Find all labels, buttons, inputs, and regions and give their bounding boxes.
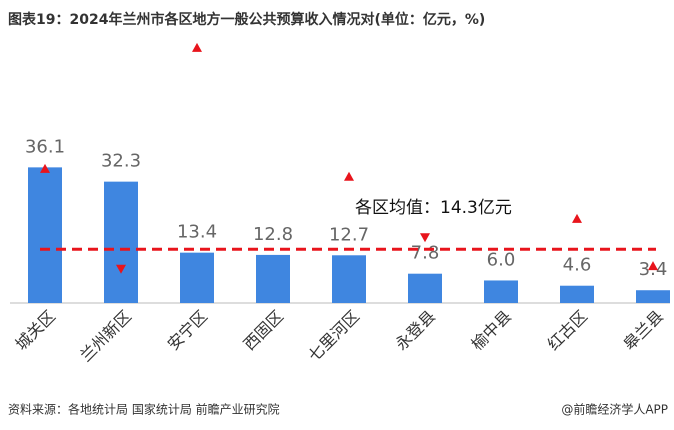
bar (560, 285, 594, 303)
data-label: 36.1 (25, 136, 65, 157)
bar (256, 254, 290, 303)
bar (28, 167, 62, 303)
x-tick-label: 安宁区 (164, 307, 211, 354)
x-tick-label: 西固区 (240, 307, 287, 354)
source: 资料来源：各地统计局 国家统计局 前瞻产业研究院 (8, 402, 280, 417)
x-tick-label: 皋兰县 (620, 307, 667, 354)
x-tick-label: 榆中县 (468, 307, 515, 354)
x-tick-label: 红古区 (544, 307, 591, 354)
x-tick-label: 七里河区 (304, 307, 363, 366)
data-label: 12.7 (329, 224, 369, 245)
marker (116, 264, 126, 274)
bar (636, 290, 670, 303)
marker (192, 42, 202, 52)
bar (180, 252, 214, 303)
marker (344, 171, 354, 181)
bar (104, 181, 138, 303)
data-label: 12.8 (253, 224, 293, 245)
data-label: 32.3 (101, 151, 141, 172)
marker (648, 261, 658, 271)
x-tick-label: 兰州新区 (76, 307, 135, 366)
bar (484, 280, 518, 303)
marker (420, 233, 430, 243)
data-label: 7.8 (411, 243, 440, 264)
data-label: 6.0 (487, 249, 516, 270)
x-tick-label: 永登县 (392, 307, 439, 354)
bar (408, 273, 442, 303)
data-label: 4.6 (563, 255, 592, 276)
annotation: 各区均值：14.3亿元 (355, 198, 512, 218)
x-tick-label: 城关区 (12, 307, 59, 354)
data-label: 13.4 (177, 222, 217, 243)
marker (40, 163, 50, 173)
marker (572, 213, 582, 223)
credit: @前瞻经济学人APP (561, 402, 668, 417)
chart-title: 图表19：2024年兰州市各区地方一般公共预算收入情况对(单位：亿元，%) (8, 11, 485, 28)
bar (332, 255, 366, 303)
